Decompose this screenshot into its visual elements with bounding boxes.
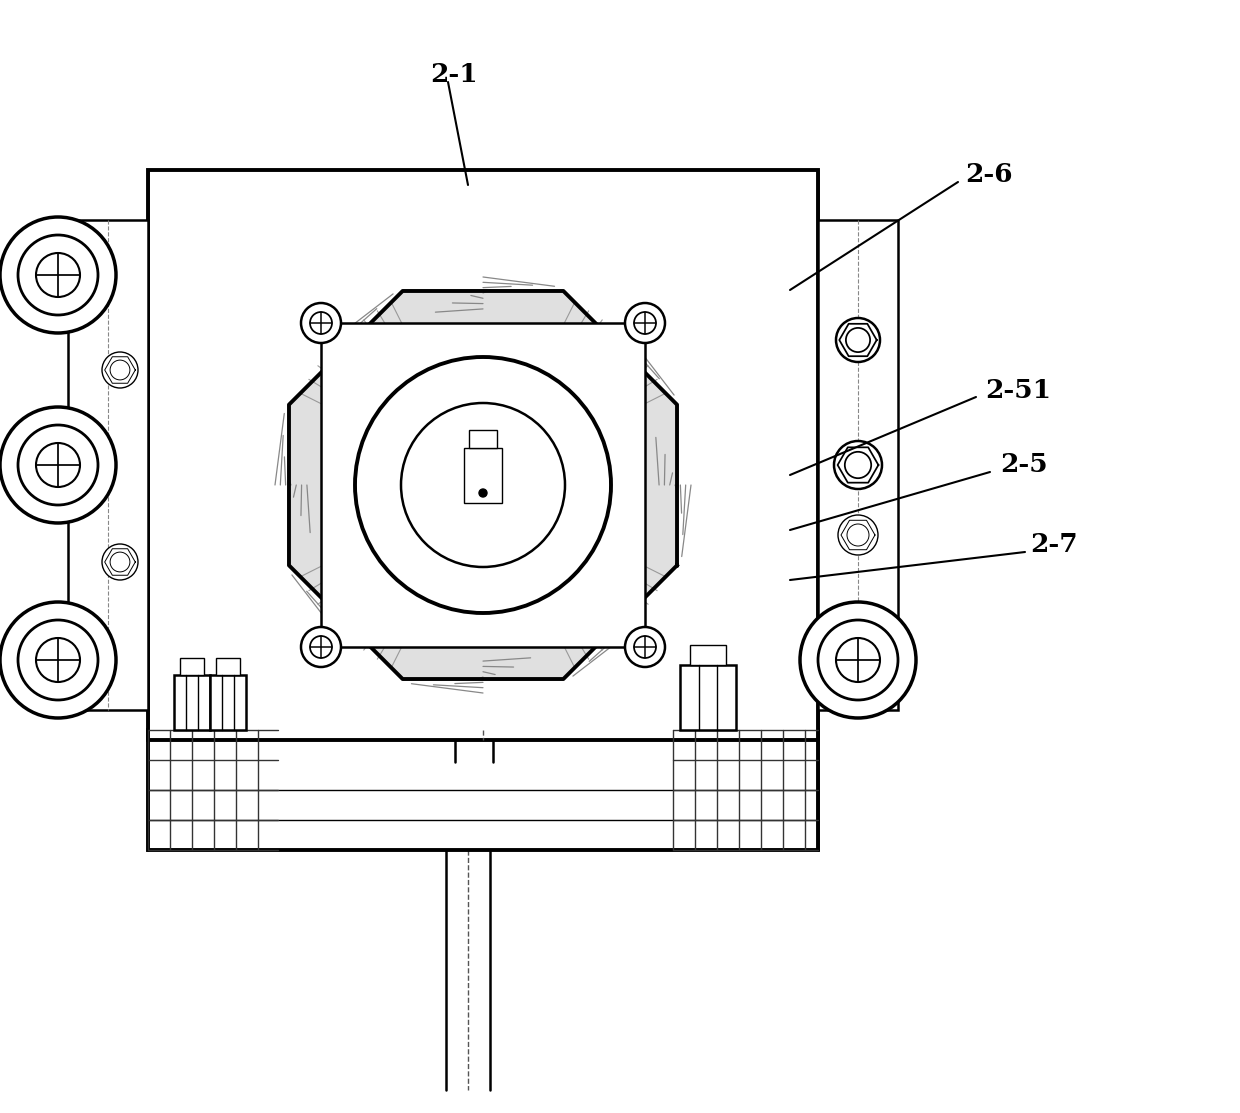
Circle shape — [0, 602, 117, 718]
Circle shape — [36, 253, 81, 297]
Circle shape — [19, 235, 98, 315]
Bar — [680, 664, 737, 730]
Circle shape — [0, 217, 117, 333]
Bar — [210, 674, 246, 730]
Circle shape — [625, 627, 665, 667]
Circle shape — [401, 403, 565, 567]
Text: 2-51: 2-51 — [985, 377, 1052, 403]
Text: 2-7: 2-7 — [1030, 532, 1078, 558]
Bar — [68, 220, 148, 710]
Bar — [321, 323, 645, 647]
Bar — [148, 170, 818, 740]
Circle shape — [36, 443, 81, 487]
Circle shape — [634, 636, 656, 658]
Bar — [180, 658, 205, 674]
Circle shape — [836, 318, 880, 362]
Text: 2-5: 2-5 — [999, 453, 1048, 477]
Circle shape — [36, 638, 81, 682]
Polygon shape — [289, 290, 677, 679]
Circle shape — [19, 620, 98, 700]
Circle shape — [838, 515, 878, 555]
Circle shape — [355, 357, 611, 613]
Circle shape — [19, 425, 98, 505]
Circle shape — [0, 407, 117, 523]
Circle shape — [102, 544, 138, 580]
Circle shape — [625, 303, 665, 343]
Circle shape — [301, 303, 341, 343]
Circle shape — [836, 638, 880, 682]
Bar — [469, 430, 497, 449]
Text: 2-6: 2-6 — [965, 162, 1013, 187]
Circle shape — [835, 441, 882, 489]
Circle shape — [847, 524, 869, 546]
Bar — [148, 730, 818, 850]
Circle shape — [844, 452, 872, 479]
Text: 2-1: 2-1 — [430, 62, 477, 88]
Circle shape — [110, 361, 130, 380]
Circle shape — [110, 552, 130, 572]
Circle shape — [846, 328, 870, 352]
Circle shape — [310, 312, 332, 334]
Bar — [464, 449, 502, 503]
Circle shape — [634, 312, 656, 334]
Circle shape — [479, 489, 487, 498]
Circle shape — [800, 602, 916, 718]
Circle shape — [310, 636, 332, 658]
Bar — [174, 674, 210, 730]
Bar — [818, 220, 898, 710]
Circle shape — [818, 620, 898, 700]
Bar — [216, 658, 241, 674]
Bar — [689, 646, 725, 664]
Circle shape — [102, 352, 138, 388]
Circle shape — [301, 627, 341, 667]
